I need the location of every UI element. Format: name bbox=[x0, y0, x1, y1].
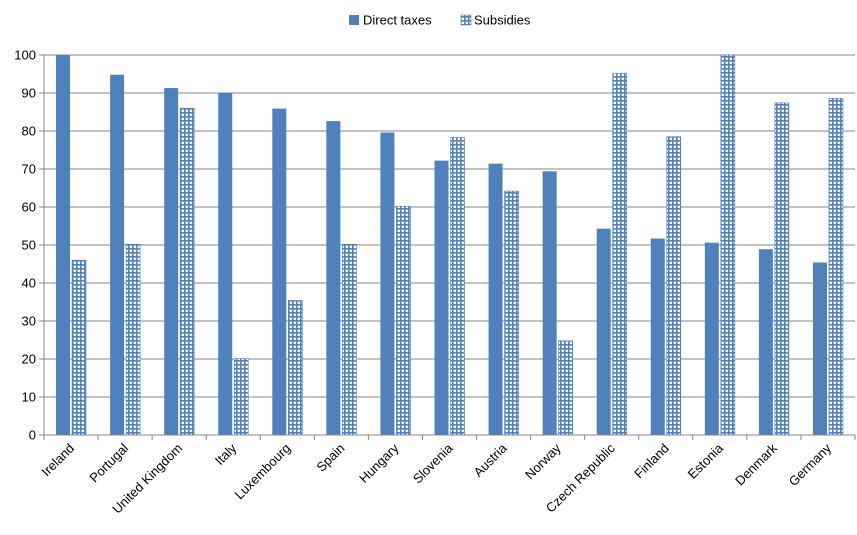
bar-subsidies bbox=[342, 243, 357, 436]
gridlines bbox=[44, 54, 855, 398]
x-tick-label: Spain bbox=[313, 441, 347, 475]
y-tick-label: 0 bbox=[29, 428, 36, 443]
y-axis-tick-labels: 0 10 20 30 40 50 60 70 80 90 100 bbox=[14, 48, 36, 443]
x-tick-label: Hungary bbox=[356, 440, 402, 486]
bar-subsidies bbox=[450, 137, 465, 436]
bar-direct-taxes bbox=[434, 160, 449, 435]
legend-label-direct-taxes: Direct taxes bbox=[363, 13, 432, 28]
x-tick-label: Portugal bbox=[86, 440, 131, 485]
bar-subsidies bbox=[828, 98, 844, 436]
bar-subsidies bbox=[720, 54, 736, 436]
x-tick-label: Austria bbox=[470, 440, 510, 480]
y-tick-label: 60 bbox=[22, 200, 36, 215]
y-tick-label: 50 bbox=[22, 238, 36, 253]
legend-swatch-direct-taxes bbox=[349, 15, 359, 25]
x-tick-label: Estonia bbox=[685, 440, 727, 482]
bar-subsidies bbox=[666, 136, 682, 436]
bar-direct-taxes bbox=[56, 55, 71, 435]
bar-direct-taxes bbox=[596, 228, 611, 435]
bar-subsidies bbox=[612, 72, 628, 436]
y-tick-label: 20 bbox=[22, 352, 36, 367]
bar-direct-taxes bbox=[326, 121, 341, 436]
bar-direct-taxes bbox=[272, 108, 287, 435]
bar-subsidies bbox=[71, 259, 87, 436]
bar-subsidies bbox=[396, 205, 411, 436]
y-tick-label: 10 bbox=[22, 390, 36, 405]
bars-group bbox=[56, 54, 844, 436]
bar-subsidies bbox=[233, 358, 249, 436]
bar-direct-taxes bbox=[542, 171, 557, 435]
legend-swatch-subsidies bbox=[460, 14, 472, 26]
x-tick-label: Denmark bbox=[732, 440, 780, 488]
bar-subsidies bbox=[774, 102, 790, 436]
x-tick-label: Slovenia bbox=[410, 440, 456, 486]
y-tick-label: 40 bbox=[22, 276, 36, 291]
axes bbox=[39, 54, 856, 440]
bar-direct-taxes bbox=[704, 242, 719, 435]
bar-direct-taxes bbox=[164, 88, 179, 435]
bar-subsidies bbox=[287, 300, 303, 436]
y-tick-label: 80 bbox=[22, 124, 36, 139]
legend-label-subsidies: Subsidies bbox=[474, 13, 531, 28]
bar-direct-taxes bbox=[110, 74, 125, 435]
x-tick-label: Ireland bbox=[38, 441, 77, 480]
y-tick-label: 70 bbox=[22, 162, 36, 177]
x-tick-label: Germany bbox=[786, 440, 835, 489]
bar-direct-taxes bbox=[758, 249, 773, 435]
y-tick-label: 100 bbox=[14, 48, 36, 63]
x-tick-label: Norway bbox=[522, 440, 564, 482]
legend: Direct taxes Subsidies bbox=[349, 13, 531, 28]
bar-direct-taxes bbox=[380, 132, 395, 435]
bar-direct-taxes bbox=[218, 92, 233, 436]
x-tick-label: Luxembourg bbox=[232, 441, 294, 503]
y-tick-label: 30 bbox=[22, 314, 36, 329]
bar-direct-taxes bbox=[488, 163, 503, 435]
bar-direct-taxes bbox=[812, 262, 827, 435]
bar-subsidies bbox=[125, 243, 141, 436]
bar-direct-taxes bbox=[650, 238, 665, 435]
bar-subsidies bbox=[179, 107, 195, 436]
y-tick-label: 90 bbox=[22, 86, 36, 101]
bar-subsidies bbox=[558, 340, 573, 436]
bar-subsidies bbox=[504, 190, 519, 436]
x-tick-label: Italy bbox=[212, 440, 240, 468]
x-tick-label: Finland bbox=[631, 441, 672, 482]
